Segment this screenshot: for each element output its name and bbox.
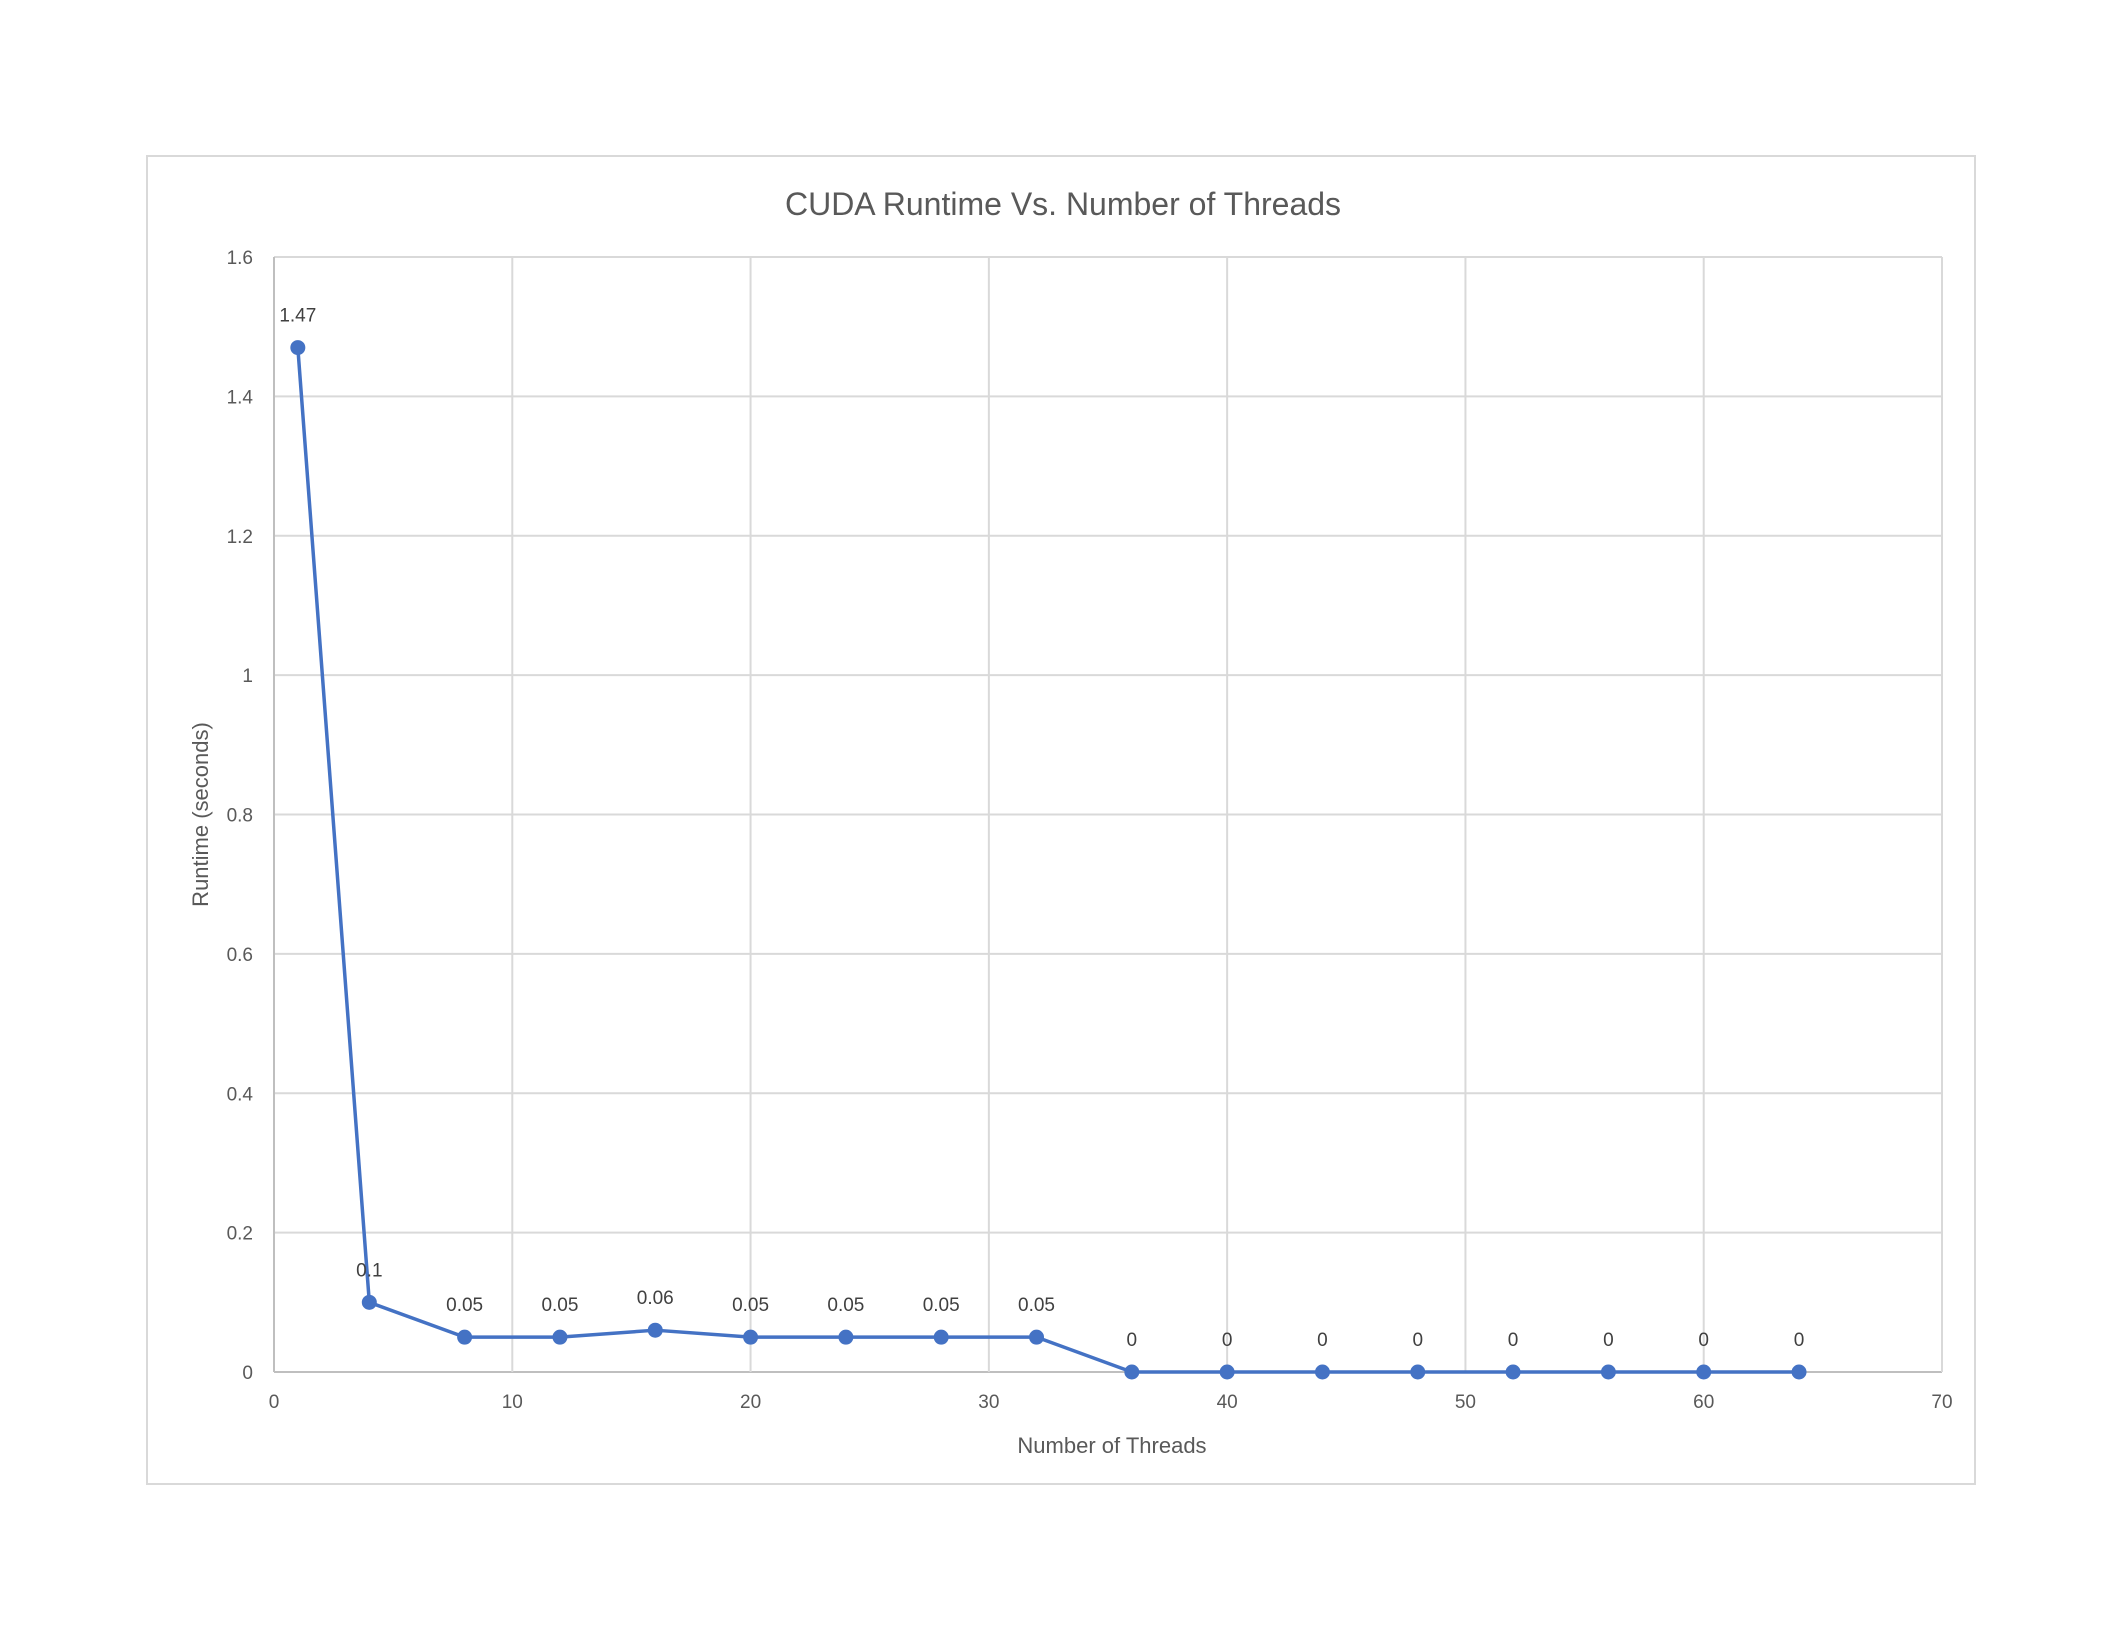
- data-label: 0: [1317, 1330, 1328, 1351]
- data-point: [1410, 1364, 1426, 1380]
- data-label: 0: [1603, 1330, 1614, 1351]
- data-point: [1600, 1364, 1616, 1380]
- gridlines: [273, 256, 1943, 1373]
- data-labels: 1.47 0.1 0.05 0.05 0.06 0.05 0.05 0.05 0.05 0 0 0 0 0…: [279, 306, 1804, 1351]
- x-tick-label: 70: [1931, 1392, 1952, 1413]
- data-label: 0: [1412, 1330, 1423, 1351]
- y-tick-label: 1: [242, 666, 253, 687]
- data-label: 0: [1508, 1330, 1519, 1351]
- data-point: [1696, 1364, 1712, 1380]
- x-tick-label: 10: [502, 1392, 523, 1413]
- data-point: [838, 1329, 854, 1345]
- data-point: [457, 1329, 473, 1345]
- data-point: [552, 1329, 568, 1345]
- data-point: [933, 1329, 949, 1345]
- data-label: 1.47: [279, 306, 316, 327]
- y-tick-label: 0.2: [227, 1224, 253, 1245]
- data-label: 0.05: [923, 1295, 960, 1316]
- data-point: [743, 1329, 759, 1345]
- chart-svg: CUDA Runtime Vs. Number of Threads 00.20…: [188, 186, 1953, 1458]
- x-tick-label: 50: [1455, 1392, 1476, 1413]
- data-label: 0: [1127, 1330, 1138, 1351]
- y-tick-label: 1.6: [227, 248, 253, 269]
- data-point: [1124, 1364, 1140, 1380]
- data-label: 0.05: [827, 1295, 864, 1316]
- tick-labels: 0 0.2 0.4 0.6 0.8 1 1.2 1.4 1.6 0 10 20 30 40 50 60 70: [227, 248, 1953, 1413]
- data-label: 0.1: [356, 1260, 382, 1281]
- data-point: [1314, 1364, 1330, 1380]
- y-tick-label: 1.4: [227, 387, 254, 408]
- series-runtime: [290, 340, 1807, 1380]
- data-label: 0.05: [1018, 1295, 1055, 1316]
- data-point: [1791, 1364, 1807, 1380]
- data-label: 0: [1698, 1330, 1709, 1351]
- data-label: 0.05: [446, 1295, 483, 1316]
- series-line: [296, 347, 1800, 1374]
- x-tick-label: 60: [1693, 1392, 1714, 1413]
- data-point: [1029, 1329, 1045, 1345]
- data-label: 0: [1222, 1330, 1233, 1351]
- data-point: [361, 1294, 377, 1310]
- data-point: [1219, 1364, 1235, 1380]
- y-axis-title: Runtime (seconds): [188, 722, 213, 907]
- x-axis-title: Number of Threads: [1017, 1433, 1206, 1458]
- x-tick-label: 40: [1217, 1392, 1238, 1413]
- y-tick-label: 0.4: [227, 1084, 254, 1105]
- chart-area: CUDA Runtime Vs. Number of Threads 0 0.2 0…: [146, 155, 1976, 1485]
- x-tick-label: 20: [740, 1392, 761, 1413]
- y-tick-label: 0: [242, 1363, 253, 1384]
- y-tick-label: 0.8: [227, 806, 253, 827]
- x-tick-label: 0: [269, 1392, 280, 1413]
- x-tick-label: 30: [978, 1392, 999, 1413]
- data-label: 0.05: [732, 1295, 769, 1316]
- data-label: 0.05: [541, 1295, 578, 1316]
- data-label: 0: [1794, 1330, 1805, 1351]
- y-tick-label: 1.2: [227, 527, 253, 548]
- data-point: [647, 1322, 663, 1338]
- data-point: [290, 340, 306, 356]
- data-label: 0.06: [637, 1288, 674, 1309]
- chart-title: CUDA Runtime Vs. Number of Threads: [785, 186, 1341, 222]
- y-tick-label: 0.6: [227, 945, 253, 966]
- data-point: [1505, 1364, 1521, 1380]
